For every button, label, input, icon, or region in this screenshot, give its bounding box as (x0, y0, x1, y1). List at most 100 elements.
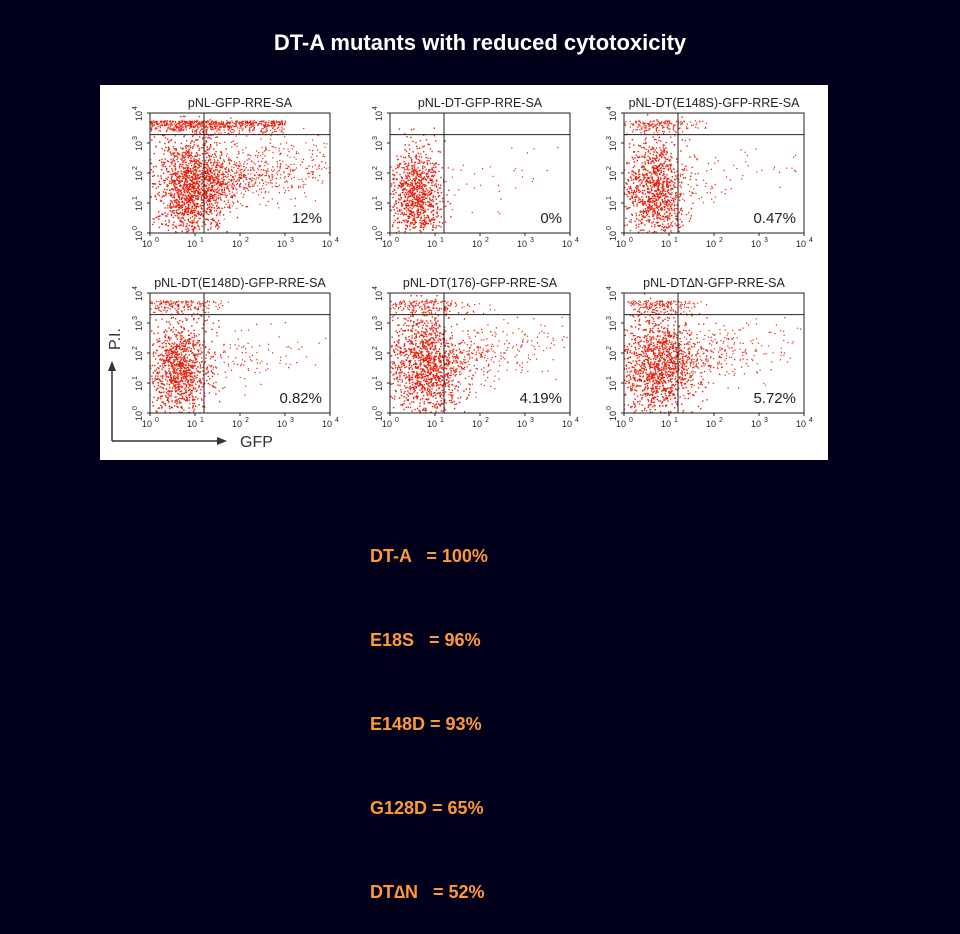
y-tick-label: 10 (608, 321, 618, 331)
y-tick-label: 10 (374, 141, 384, 151)
y-tick-label: 10 (608, 291, 618, 301)
x-tick-exponent: 1 (674, 417, 678, 424)
x-tick-label: 10 (427, 239, 437, 249)
y-tick-exponent: 2 (372, 166, 379, 170)
x-tick-label: 10 (661, 419, 671, 429)
y-tick-label: 10 (608, 141, 618, 151)
x-axis-label: GFP (240, 434, 273, 451)
x-tick-label: 10 (706, 419, 716, 429)
x-tick-exponent: 1 (440, 417, 444, 424)
y-arrow-head-icon (108, 361, 116, 371)
x-tick-label: 10 (232, 239, 242, 249)
y-tick-exponent: 0 (606, 226, 613, 230)
x-tick-label: 10 (562, 419, 572, 429)
x-tick-exponent: 4 (809, 237, 813, 244)
axis-arrows (111, 368, 220, 442)
x-tick-exponent: 0 (629, 417, 633, 424)
x-tick-exponent: 0 (155, 237, 159, 244)
y-tick-exponent: 1 (606, 196, 613, 200)
x-tick-label: 10 (322, 239, 332, 249)
y-tick-exponent: 3 (372, 136, 379, 140)
y-tick-label: 10 (374, 351, 384, 361)
x-tick-label: 10 (616, 419, 626, 429)
flow-cytometry-figure: pNL-GFP-RRE-SA 12% 10 0 10 0 10 1 10 1 10 2 10 2 10 3 10… (100, 85, 828, 460)
y-tick-exponent: 2 (132, 166, 139, 170)
y-tick-label: 10 (374, 291, 384, 301)
x-tick-exponent: 4 (575, 237, 579, 244)
x-tick-label: 10 (562, 239, 572, 249)
y-tick-exponent: 4 (132, 106, 139, 110)
x-tick-label: 10 (796, 239, 806, 249)
quadrant-percent: 4.19% (519, 390, 562, 407)
y-tick-label: 10 (134, 141, 144, 151)
y-tick-label: 10 (134, 201, 144, 211)
y-tick-exponent: 1 (132, 196, 139, 200)
x-tick-exponent: 3 (530, 417, 534, 424)
y-tick-label: 10 (134, 111, 144, 121)
x-tick-exponent: 1 (440, 237, 444, 244)
x-tick-exponent: 1 (200, 237, 204, 244)
x-tick-exponent: 2 (719, 237, 723, 244)
x-tick-label: 10 (142, 419, 152, 429)
y-tick-label: 10 (134, 351, 144, 361)
y-tick-label: 10 (608, 411, 618, 421)
x-tick-exponent: 3 (290, 417, 294, 424)
y-tick-label: 10 (608, 231, 618, 241)
y-axis-label: P.I. (107, 328, 124, 350)
quadrant-percent: 5.72% (753, 390, 796, 407)
x-tick-label: 10 (751, 419, 761, 429)
y-tick-exponent: 1 (606, 376, 613, 380)
y-tick-exponent: 2 (372, 346, 379, 350)
y-tick-exponent: 0 (132, 406, 139, 410)
x-tick-exponent: 0 (155, 417, 159, 424)
y-tick-exponent: 3 (132, 316, 139, 320)
y-tick-label: 10 (608, 201, 618, 211)
y-tick-exponent: 0 (372, 226, 379, 230)
y-tick-label: 10 (608, 381, 618, 391)
stat-line: E18S = 96% (370, 630, 481, 650)
y-tick-exponent: 4 (372, 106, 379, 110)
x-tick-exponent: 0 (395, 237, 399, 244)
x-arrow-head-icon (217, 437, 227, 445)
slide-title: DT-A mutants with reduced cytotoxicity (273, 30, 687, 55)
x-tick-label: 10 (142, 239, 152, 249)
quadrant-percent: 0.47% (753, 210, 796, 227)
y-tick-label: 10 (134, 231, 144, 241)
x-tick-label: 10 (751, 239, 761, 249)
y-tick-label: 10 (374, 171, 384, 181)
y-tick-label: 10 (374, 231, 384, 241)
event-dots (390, 127, 559, 233)
x-tick-label: 10 (661, 239, 671, 249)
x-tick-exponent: 1 (200, 417, 204, 424)
stat-line: G128D = 65% (370, 798, 484, 818)
y-tick-label: 10 (608, 351, 618, 361)
x-tick-exponent: 0 (629, 237, 633, 244)
x-tick-exponent: 1 (674, 237, 678, 244)
x-tick-label: 10 (616, 239, 626, 249)
event-dots (624, 293, 802, 413)
quadrant-percent: 0% (540, 210, 562, 227)
y-tick-label: 10 (134, 171, 144, 181)
y-tick-exponent: 1 (132, 376, 139, 380)
y-tick-label: 10 (374, 411, 384, 421)
x-tick-label: 10 (382, 419, 392, 429)
x-tick-exponent: 3 (764, 237, 768, 244)
event-dots (624, 114, 797, 233)
x-tick-exponent: 2 (485, 417, 489, 424)
y-tick-label: 10 (374, 201, 384, 211)
y-tick-exponent: 4 (132, 286, 139, 290)
x-tick-label: 10 (187, 239, 197, 249)
y-tick-label: 10 (134, 411, 144, 421)
y-tick-exponent: 3 (606, 316, 613, 320)
x-tick-label: 10 (277, 419, 287, 429)
x-tick-label: 10 (232, 419, 242, 429)
x-tick-exponent: 0 (395, 417, 399, 424)
y-tick-exponent: 2 (606, 346, 613, 350)
y-tick-exponent: 2 (606, 166, 613, 170)
x-tick-exponent: 4 (575, 417, 579, 424)
stat-line: DT∆N = 52% (370, 882, 485, 902)
